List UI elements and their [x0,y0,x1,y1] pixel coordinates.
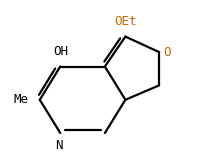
Text: Me: Me [14,93,29,106]
Text: OH: OH [53,45,68,58]
Text: O: O [163,46,171,59]
Text: N: N [55,139,63,152]
Text: OEt: OEt [114,15,137,28]
